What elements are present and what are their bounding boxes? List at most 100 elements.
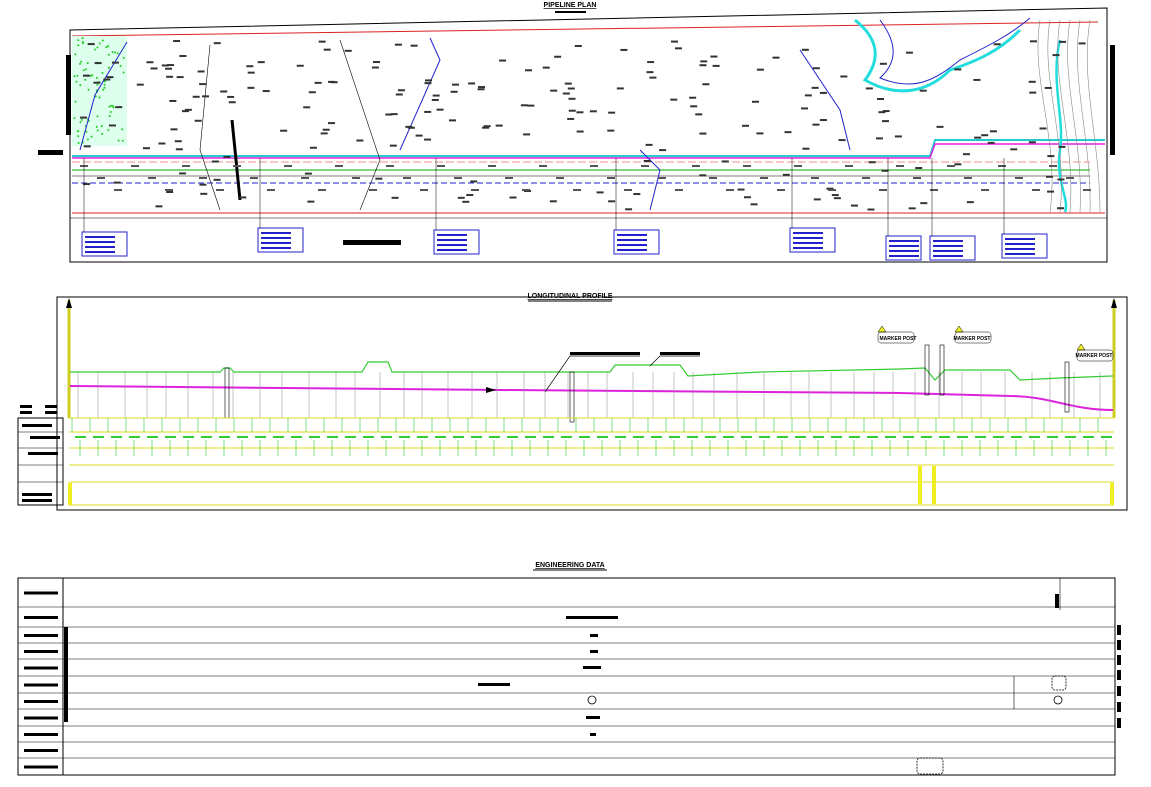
vegetation-dot (122, 71, 125, 74)
legend-text (28, 452, 58, 455)
chainage-text (675, 189, 683, 191)
chainage-text (369, 189, 377, 191)
chainage-text (335, 165, 343, 167)
chainage-text (403, 177, 411, 179)
marker-box (1076, 349, 1114, 362)
spot-level (831, 194, 839, 197)
spot-level (82, 74, 90, 77)
chainage-text (896, 165, 904, 167)
track (639, 149, 661, 211)
spot-level (303, 106, 311, 109)
band-text (201, 436, 212, 438)
spot-level (495, 124, 503, 127)
spot-level (576, 111, 584, 114)
spot-level (280, 129, 288, 132)
band-text (957, 436, 968, 438)
spot-level (385, 113, 393, 116)
spot-level (801, 48, 809, 51)
spot-level (449, 119, 457, 122)
spot-level (882, 110, 890, 113)
spot-level (819, 119, 827, 122)
chainage-text (590, 165, 598, 167)
callout-text (85, 251, 115, 253)
band-text (435, 436, 446, 438)
callout-text (85, 246, 115, 248)
spot-level (213, 178, 221, 181)
spot-level (82, 183, 90, 186)
engineering-title: ENGINEERING DATA (535, 562, 604, 569)
band-text (921, 436, 932, 438)
callout-text (793, 242, 823, 244)
edge-mark (1117, 670, 1121, 680)
chainage-text (607, 177, 615, 179)
spot-level (246, 65, 254, 68)
spot-level (1078, 42, 1086, 45)
row-value (583, 666, 601, 669)
spot-level (908, 207, 916, 210)
spot-level (966, 201, 974, 204)
band-text (705, 436, 716, 438)
band-text (417, 436, 428, 438)
band-text (309, 436, 320, 438)
callout-text (889, 255, 919, 257)
spot-level (527, 104, 535, 107)
spot-level (647, 61, 655, 64)
spot-level (699, 64, 707, 67)
vegetation-dot (76, 74, 79, 77)
spot-level (308, 91, 316, 94)
vegetation-dot (114, 51, 117, 54)
chainage-text (488, 165, 496, 167)
spot-level (645, 143, 653, 146)
spot-level (296, 64, 304, 67)
spot-level (756, 132, 764, 135)
spot-level (323, 48, 331, 51)
spot-level (184, 108, 192, 111)
vegetation-dot (121, 139, 124, 142)
track (399, 37, 441, 151)
spot-level (819, 91, 827, 94)
spot-level (80, 116, 88, 119)
chainage-text (420, 189, 428, 191)
vegetation-dot (91, 74, 94, 77)
spot-level (450, 90, 458, 93)
chainage-text (165, 189, 173, 191)
chainage-text (505, 177, 513, 179)
band-text (993, 436, 1004, 438)
spot-level (838, 139, 846, 142)
vegetation-dot (111, 50, 114, 53)
track (79, 41, 128, 151)
spot-level (833, 197, 841, 200)
callout-text (261, 232, 291, 234)
spot-level (954, 163, 962, 166)
spot-level (115, 106, 123, 109)
spot-level (554, 55, 562, 58)
spot-level (989, 130, 997, 133)
north-mark (66, 55, 71, 135)
spot-level (307, 200, 315, 203)
chainage-text (709, 177, 717, 179)
river (854, 18, 1022, 93)
plan-title: PIPELINE PLAN (544, 2, 597, 9)
chainage-text (352, 177, 360, 179)
chainage-text (250, 177, 258, 179)
callout-text (1005, 238, 1035, 240)
band-text (129, 436, 140, 438)
chainage-text (454, 177, 462, 179)
vegetation-dot (101, 72, 104, 75)
spot-level (424, 138, 432, 141)
spot-level (1028, 80, 1036, 83)
band-text (633, 436, 644, 438)
legend-text (22, 424, 52, 427)
spot-level (721, 160, 729, 163)
vegetation-dot (108, 115, 111, 118)
spot-level (227, 95, 235, 98)
callout-text (437, 249, 467, 251)
spot-level (1028, 141, 1036, 144)
vegetation-dot (100, 125, 103, 128)
stream (1055, 39, 1068, 213)
spot-level (87, 43, 95, 46)
callout-text (933, 245, 963, 247)
chainage-text (556, 177, 564, 179)
chainage-text (743, 165, 751, 167)
spot-level (568, 97, 576, 100)
